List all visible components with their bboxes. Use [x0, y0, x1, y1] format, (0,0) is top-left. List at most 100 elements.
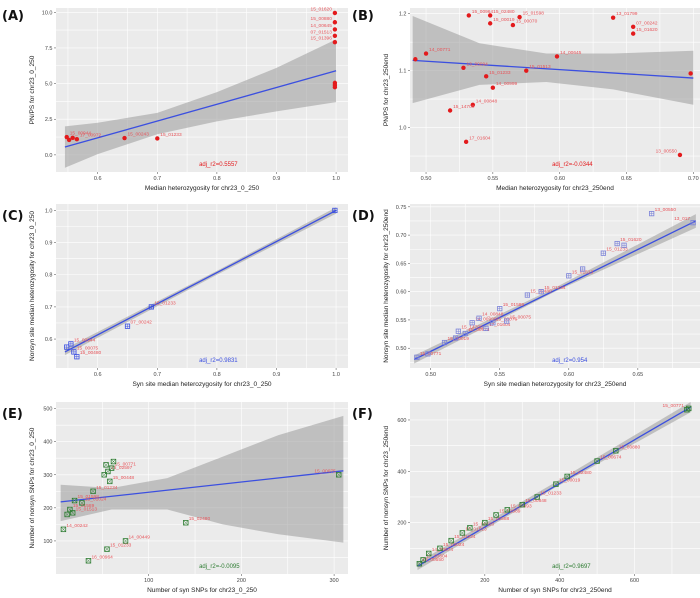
point-label: 15_00243 — [128, 132, 150, 138]
data-point-cross — [79, 500, 85, 506]
panel-letter: (B) — [352, 9, 374, 24]
point-label: 15_01024 — [443, 542, 465, 548]
y-tick-label: 0.70 — [396, 233, 407, 239]
data-point — [332, 10, 338, 16]
data-point — [677, 152, 683, 158]
panel-letter: (E) — [2, 407, 23, 422]
data-point — [459, 530, 466, 536]
data-point-cross — [109, 465, 115, 471]
data-point — [71, 497, 78, 504]
point-label: 14_00449 — [129, 534, 151, 540]
y-tick-label: 1.2 — [399, 12, 407, 18]
point-label: 15_00771 — [115, 462, 137, 468]
data-point — [332, 84, 338, 90]
point-label: 17_00972 — [80, 133, 102, 139]
data-point — [67, 506, 73, 513]
data-point — [483, 74, 489, 79]
data-point-cross — [564, 473, 570, 479]
y-tick-label: 0.60 — [396, 290, 407, 296]
point-label: 15_00075 — [314, 468, 336, 474]
y-tick-label: 100 — [43, 539, 52, 545]
point-label: 15_01513 — [529, 64, 551, 70]
data-point — [564, 473, 570, 480]
data-point — [70, 135, 75, 140]
data-point — [553, 481, 559, 487]
data-point — [332, 33, 338, 39]
confidence-band — [60, 415, 344, 543]
point-label: 14_00645 — [311, 23, 333, 29]
point-label: 15_01233 — [489, 70, 511, 76]
x-axis-title: Syn site median heterozygosity for chr23… — [484, 381, 627, 388]
data-point — [470, 102, 476, 108]
panel-2: (B) 14_00771 15_00964 15_02480 15_01598 15_00… — [352, 8, 700, 192]
data-point — [110, 458, 117, 465]
data-point — [487, 13, 493, 18]
data-point — [490, 85, 496, 90]
y-tick-label: 0.8 — [45, 273, 53, 279]
regression-line — [64, 209, 337, 353]
y-tick-label: 5.0 — [45, 82, 53, 88]
point-label: 14_00848 — [476, 98, 498, 104]
data-point-cross — [686, 405, 692, 411]
point-label: 07_01513 — [311, 29, 333, 35]
data-point — [493, 512, 499, 518]
y-tick-label: 400 — [43, 440, 52, 446]
data-point-cross — [85, 558, 91, 564]
x-tick-label: 0.55 — [494, 372, 505, 378]
data-point — [85, 558, 92, 564]
point-label: 15_01513 — [572, 269, 594, 275]
point-label: 14_00645 — [560, 50, 582, 56]
y-axis-title: PN/PS for chr23_0_250 — [29, 55, 36, 124]
panel-letter: (F) — [352, 407, 373, 422]
point-label: 17_01604 — [469, 135, 491, 141]
panel-6: (F)15_0055017_0160414_0067415_0102415_01… — [352, 402, 700, 594]
y-tick-label: 0.9 — [45, 241, 53, 247]
point-label: 15_01620 — [620, 237, 642, 243]
y-tick-label: 200 — [43, 506, 52, 512]
data-point-cross — [60, 526, 66, 532]
data-point — [101, 472, 107, 478]
point-label: 14_00999 — [496, 81, 518, 87]
y-tick-label: 300 — [43, 473, 52, 479]
point-label: 15_01233 — [160, 132, 182, 138]
data-point-cross — [110, 459, 116, 465]
data-point — [447, 108, 453, 113]
confidence-band — [412, 15, 694, 105]
point-label: 15_00771 — [663, 403, 685, 409]
y-tick-label: 10.0 — [42, 10, 53, 16]
y-tick-label: 0.6 — [45, 337, 53, 343]
data-point-cross — [482, 520, 488, 526]
x-tick-label: 0.65 — [621, 176, 632, 182]
data-point — [336, 472, 342, 478]
x-axis-title: Syn site median heterozygosity for chr23… — [132, 381, 271, 388]
regression-line — [64, 70, 337, 148]
point-label: 15_00075 — [77, 345, 99, 351]
point-label: 15_01396 — [311, 36, 333, 42]
y-tick-label: 200 — [397, 521, 406, 527]
y-axis-title: PN/PS for chr23_250end — [383, 53, 390, 126]
data-point — [519, 501, 525, 508]
data-point — [107, 478, 113, 485]
data-point — [332, 27, 338, 32]
point-label: 15_01234 — [96, 485, 118, 491]
point-label: 15_00848 — [525, 498, 547, 504]
point-label: 15_01598 — [78, 494, 100, 500]
data-point — [686, 405, 692, 412]
point-label: 15_00964 — [472, 9, 494, 15]
y-tick-label: 0.0 — [45, 153, 53, 159]
x-tick-label: 1.0 — [332, 372, 340, 378]
panel-letter: (C) — [2, 209, 23, 224]
y-tick-label: 0.7 — [45, 305, 53, 311]
point-label: 15_01620 — [473, 521, 495, 527]
data-point — [423, 51, 429, 56]
x-tick-label: 0.55 — [487, 176, 498, 182]
point-label: 15_00550 — [422, 557, 444, 563]
x-tick-label: 0.50 — [421, 176, 432, 182]
x-tick-label: 0.6 — [94, 372, 102, 378]
data-point-cross — [123, 538, 129, 544]
